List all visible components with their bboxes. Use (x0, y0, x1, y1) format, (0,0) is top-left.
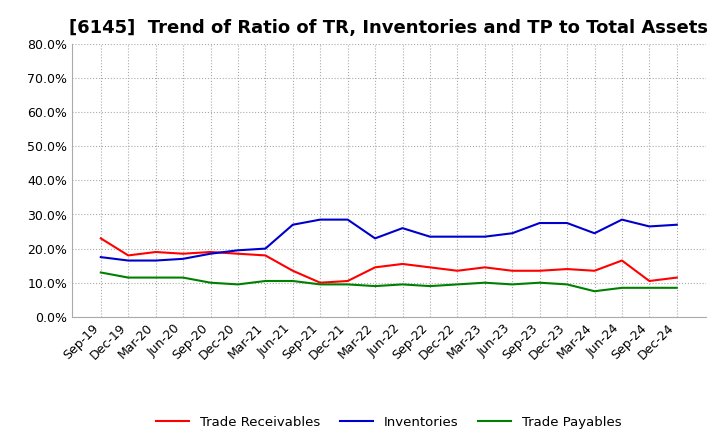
Trade Receivables (672, 275, 681, 280)
Trade Receivables (261, 253, 270, 258)
Trade Payables (233, 282, 242, 287)
Trade Payables (289, 279, 297, 284)
Trade Receivables (343, 279, 352, 284)
Trade Receivables (179, 251, 187, 257)
Trade Payables (179, 275, 187, 280)
Trade Payables (453, 282, 462, 287)
Trade Payables (426, 283, 434, 289)
Trade Receivables (151, 249, 160, 255)
Trade Payables (563, 282, 572, 287)
Inventories (590, 231, 599, 236)
Trade Payables (618, 285, 626, 290)
Trade Payables (261, 279, 270, 284)
Inventories (289, 222, 297, 227)
Inventories (563, 220, 572, 226)
Trade Payables (672, 285, 681, 290)
Line: Trade Receivables: Trade Receivables (101, 238, 677, 282)
Trade Receivables (480, 265, 489, 270)
Trade Payables (590, 289, 599, 294)
Inventories (206, 251, 215, 257)
Inventories (426, 234, 434, 239)
Inventories (618, 217, 626, 222)
Inventories (179, 256, 187, 261)
Inventories (480, 234, 489, 239)
Inventories (233, 248, 242, 253)
Legend: Trade Receivables, Inventories, Trade Payables: Trade Receivables, Inventories, Trade Pa… (151, 411, 626, 434)
Inventories (316, 217, 325, 222)
Trade Payables (536, 280, 544, 285)
Trade Receivables (618, 258, 626, 263)
Trade Receivables (233, 251, 242, 257)
Trade Receivables (426, 265, 434, 270)
Inventories (672, 222, 681, 227)
Trade Payables (480, 280, 489, 285)
Trade Receivables (289, 268, 297, 273)
Trade Payables (206, 280, 215, 285)
Inventories (124, 258, 132, 263)
Inventories (343, 217, 352, 222)
Trade Receivables (124, 253, 132, 258)
Line: Inventories: Inventories (101, 220, 677, 260)
Inventories (508, 231, 516, 236)
Inventories (261, 246, 270, 251)
Inventories (96, 254, 105, 260)
Trade Payables (398, 282, 407, 287)
Trade Receivables (453, 268, 462, 273)
Trade Payables (508, 282, 516, 287)
Trade Payables (124, 275, 132, 280)
Trade Payables (343, 282, 352, 287)
Trade Payables (96, 270, 105, 275)
Trade Receivables (508, 268, 516, 273)
Inventories (536, 220, 544, 226)
Trade Receivables (316, 280, 325, 285)
Trade Receivables (398, 261, 407, 267)
Trade Payables (371, 283, 379, 289)
Trade Payables (151, 275, 160, 280)
Trade Receivables (536, 268, 544, 273)
Trade Receivables (645, 279, 654, 284)
Trade Receivables (206, 249, 215, 255)
Trade Payables (316, 282, 325, 287)
Inventories (371, 236, 379, 241)
Trade Receivables (590, 268, 599, 273)
Inventories (398, 225, 407, 231)
Trade Receivables (96, 236, 105, 241)
Line: Trade Payables: Trade Payables (101, 272, 677, 291)
Trade Payables (645, 285, 654, 290)
Title: [6145]  Trend of Ratio of TR, Inventories and TP to Total Assets: [6145] Trend of Ratio of TR, Inventories… (69, 19, 708, 37)
Inventories (453, 234, 462, 239)
Trade Receivables (563, 266, 572, 271)
Inventories (645, 224, 654, 229)
Inventories (151, 258, 160, 263)
Trade Receivables (371, 265, 379, 270)
